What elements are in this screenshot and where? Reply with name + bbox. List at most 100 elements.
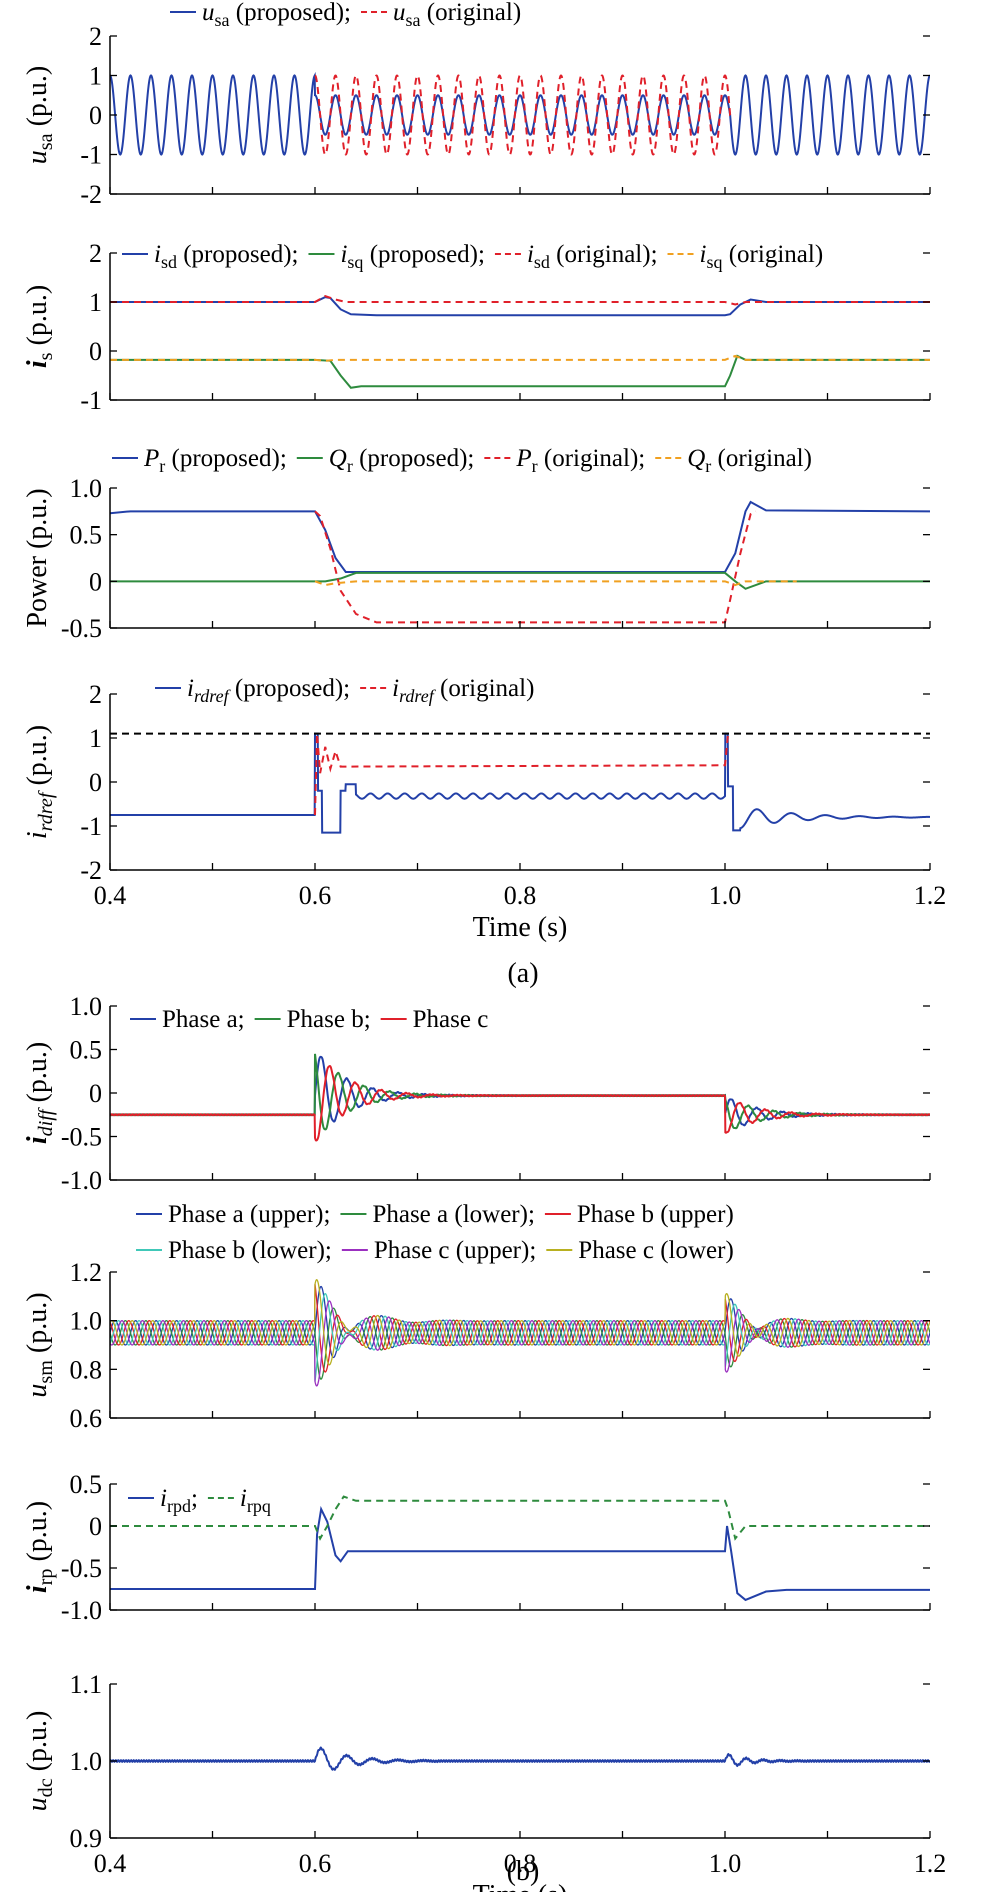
chart-usm-legend-label-2: Phase b (upper) — [577, 1201, 734, 1228]
chart-is-legend-label-3: isq (original) — [700, 241, 824, 272]
chart-udc-series-0 — [110, 1746, 930, 1771]
chart-usm-legend-label-1: Phase a (lower); — [372, 1201, 534, 1228]
figure-label-b: (b) — [507, 1856, 540, 1887]
chart-irdref-xlabel: Time (s) — [473, 912, 568, 943]
chart-usa-ytick-label-0: -2 — [80, 180, 102, 209]
chart-power-legend-label-3: Qr (original) — [687, 445, 812, 476]
chart-is-series-2 — [110, 295, 930, 306]
chart-udc-ytick-label-0: 0.9 — [70, 1824, 103, 1853]
chart-udc: 0.9 1.0 1.1 0.4 0.6 0.8 1.0 1.2 Time (s) udc (p.u… — [22, 1670, 946, 1892]
chart-irdref-series-1 — [314, 733, 730, 816]
chart-irp-series-1 — [110, 1495, 930, 1541]
chart-irdref-ylabel: irdref (p.u.) — [22, 725, 57, 839]
chart-idiff-ytick-label-3: 0.5 — [70, 1036, 103, 1065]
chart-power-legend-label-0: Pr (proposed); — [143, 445, 287, 476]
chart-irdref-xtick-label-2: 0.8 — [504, 881, 537, 910]
chart-usa-legend-label-0: usa (proposed); — [202, 0, 351, 30]
chart-udc-xlabel: Time (s) — [473, 1880, 568, 1892]
chart-udc-ytick-label-1: 1.0 — [70, 1747, 103, 1776]
chart-is-ytick-label-2: 1 — [89, 288, 102, 317]
chart-usa-series-1 — [314, 74, 736, 156]
chart-usa-ytick-label-4: 2 — [89, 22, 102, 51]
chart-power: -0.5 0 0.5 1.0 Power (p.u.) Pr (proposed); Qr … — [22, 445, 931, 643]
chart-power-series-3 — [314, 580, 797, 587]
chart-power-legend-label-1: Qr (proposed); — [329, 445, 475, 476]
chart-power-ytick-label-3: 1.0 — [70, 474, 103, 503]
chart-is-ytick-label-0: -1 — [80, 386, 102, 415]
chart-irdref-xtick-label-4: 1.2 — [914, 881, 947, 910]
chart-irp-legend-label-0: irpd; — [160, 1485, 198, 1516]
chart-irdref-ytick-label-0: -2 — [80, 856, 102, 885]
chart-idiff: -1.0 -0.5 0 0.5 1.0 idiff (p.u.) Phase a; Phase… — [22, 992, 931, 1195]
chart-usa-ylabel: usa (p.u.) — [22, 66, 57, 164]
chart-irdref-series-0 — [110, 732, 930, 834]
chart-is-legend-label-1: isq (proposed); — [340, 241, 484, 272]
chart-idiff-ylabel: idiff (p.u.) — [22, 1042, 57, 1144]
chart-is-legend-label-2: isd (original); — [527, 241, 658, 272]
chart-usm-legend-label-4: Phase c (upper); — [374, 1237, 536, 1264]
chart-usm-series-3 — [110, 1292, 930, 1382]
chart-is-ylabel: is (p.u.) — [22, 285, 57, 368]
chart-irp-series-0 — [110, 1505, 930, 1602]
chart-irp-ytick-label-1: -0.5 — [61, 1554, 102, 1583]
chart-irp-ylabel: irp (p.u.) — [22, 1501, 57, 1593]
chart-usa: -2 -1 0 1 2 usa (p.u.) usa (proposed); usa (ori… — [22, 0, 931, 209]
chart-power-ylabel: Power (p.u.) — [22, 488, 53, 627]
chart-irdref-xtick-label-0: 0.4 — [94, 881, 127, 910]
chart-idiff-ytick-label-4: 1.0 — [70, 992, 103, 1021]
chart-idiff-ytick-label-2: 0 — [89, 1079, 102, 1108]
chart-power-series-0 — [110, 500, 930, 573]
chart-irdref-ytick-label-1: -1 — [80, 812, 102, 841]
chart-udc-ylabel: udc (p.u.) — [22, 1711, 57, 1812]
chart-irp-ytick-label-2: 0 — [89, 1512, 102, 1541]
chart-udc-xtick-label-2: 0.8 — [504, 1849, 537, 1878]
chart-usm-ytick-label-0: 0.6 — [70, 1404, 103, 1433]
chart-usm-legend-label-3: Phase b (lower); — [168, 1237, 332, 1264]
chart-idiff-ytick-label-1: -0.5 — [61, 1123, 102, 1152]
chart-usa-legend-label-1: usa (original) — [393, 0, 521, 30]
chart-irdref-ytick-label-3: 1 — [89, 724, 102, 753]
chart-idiff-legend-label-1: Phase b; — [287, 1006, 371, 1033]
chart-power-ytick-label-0: -0.5 — [61, 614, 102, 643]
chart-usm: 0.6 0.8 1.0 1.2 usm (p.u.) Phase a (upper); Ph… — [22, 1201, 931, 1433]
chart-irp: -1.0 -0.5 0 0.5 irp (p.u.) irpd; irpq — [22, 1470, 931, 1625]
chart-power-series-1 — [110, 571, 930, 590]
chart-is-series-0 — [110, 296, 930, 317]
chart-irdref-ytick-label-2: 0 — [89, 768, 102, 797]
chart-irp-legend-label-1: irpq — [240, 1485, 271, 1516]
chart-irdref: -2 -1 0 1 2 0.4 0.6 0.8 1.0 1.2 Time (s) irdref (p.… — [22, 675, 946, 943]
chart-is-ytick-label-1: 0 — [89, 337, 102, 366]
chart-idiff-series-1 — [110, 1053, 930, 1131]
chart-irdref-legend-label-0: irdref (proposed); — [187, 675, 350, 706]
chart-usm-legend-label-5: Phase c (lower) — [578, 1237, 734, 1264]
chart-usm-ytick-label-2: 1.0 — [70, 1307, 103, 1336]
chart-udc-ytick-label-2: 1.1 — [70, 1670, 103, 1699]
chart-usm-ytick-label-1: 0.8 — [70, 1355, 103, 1384]
chart-idiff-legend-label-2: Phase c — [413, 1006, 489, 1033]
chart-idiff-series-2 — [110, 1065, 930, 1142]
chart-power-series-2 — [314, 510, 757, 624]
chart-usm-ylabel: usm (p.u.) — [22, 1292, 57, 1397]
chart-usm-series-5 — [110, 1278, 930, 1366]
chart-is-ytick-label-3: 2 — [89, 239, 102, 268]
chart-is-series-3 — [110, 354, 930, 362]
chart-udc-xtick-label-1: 0.6 — [299, 1849, 332, 1878]
chart-udc-xtick-label-3: 1.0 — [709, 1849, 742, 1878]
chart-irdref-legend-label-1: irdref (original) — [392, 675, 534, 706]
chart-power-legend-label-2: Pr (original); — [515, 445, 645, 476]
chart-usm-series-2 — [110, 1284, 930, 1373]
chart-power-ytick-label-2: 0.5 — [70, 521, 103, 550]
chart-usm-ytick-label-3: 1.2 — [70, 1258, 103, 1287]
chart-irp-ytick-label-3: 0.5 — [70, 1470, 103, 1499]
chart-usa-ytick-label-2: 0 — [89, 101, 102, 130]
figure-label-a: (a) — [507, 958, 538, 989]
chart-irdref-ytick-label-4: 2 — [89, 680, 102, 709]
chart-idiff-ytick-label-0: -1.0 — [61, 1166, 102, 1195]
chart-is: -1 0 1 2 is (p.u.) isd (proposed); isq (propos… — [22, 239, 931, 415]
chart-usa-ytick-label-3: 1 — [89, 62, 102, 91]
chart-usa-series-0 — [110, 71, 930, 156]
chart-irdref-xtick-label-3: 1.0 — [709, 881, 742, 910]
chart-irdref-xtick-label-1: 0.6 — [299, 881, 332, 910]
chart-usm-series-4 — [110, 1300, 930, 1387]
